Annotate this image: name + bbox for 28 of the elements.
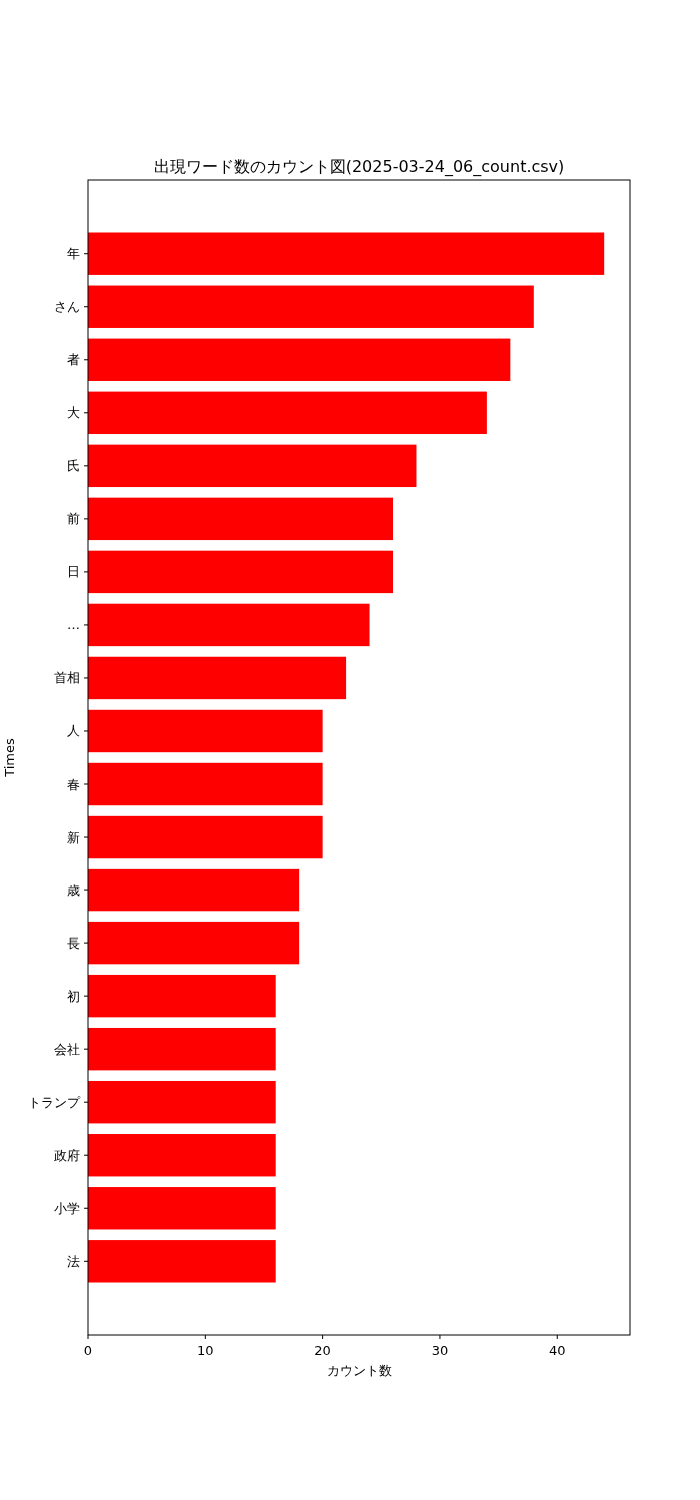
y-tick-label: 春 [67, 776, 80, 792]
y-tick-label: 長 [67, 935, 80, 951]
y-tick-label: 小学 [54, 1200, 80, 1216]
y-tick-label: 者 [67, 352, 80, 368]
x-tick-label: 30 [431, 1343, 449, 1358]
y-tick-label: 前 [67, 511, 80, 527]
y-tick-label: 人 [67, 723, 80, 739]
y-tick-label: 法 [67, 1253, 80, 1269]
x-tick-label: 20 [314, 1343, 331, 1358]
y-tick-label: 氏 [67, 458, 80, 474]
y-tick-label: 日 [67, 564, 80, 580]
y-tick-label: 大 [67, 405, 80, 421]
y-tick-label: 初 [67, 988, 80, 1004]
y-tick-label: さん [54, 299, 80, 315]
y-tick-label: 政府 [54, 1147, 80, 1163]
x-axis-title: カウント数 [326, 1363, 392, 1378]
x-tick-label: 0 [83, 1343, 93, 1358]
x-tick-label: 40 [548, 1343, 566, 1358]
x-tick-label: 10 [197, 1343, 214, 1358]
y-axis-title: Times [2, 737, 17, 778]
y-tick-label: トランプ [28, 1094, 81, 1110]
y-tick-label: … [67, 617, 80, 633]
y-tick-label: 新 [67, 829, 80, 845]
y-tick-label: 歳 [67, 882, 80, 898]
y-tick-label: 会社 [54, 1041, 80, 1057]
y-tick-label: 首相 [54, 670, 80, 686]
y-tick-label: 年 [67, 246, 80, 262]
chart-title: 出現ワード数のカウント図(2025-03-24_06_count.csv) [153, 157, 565, 177]
